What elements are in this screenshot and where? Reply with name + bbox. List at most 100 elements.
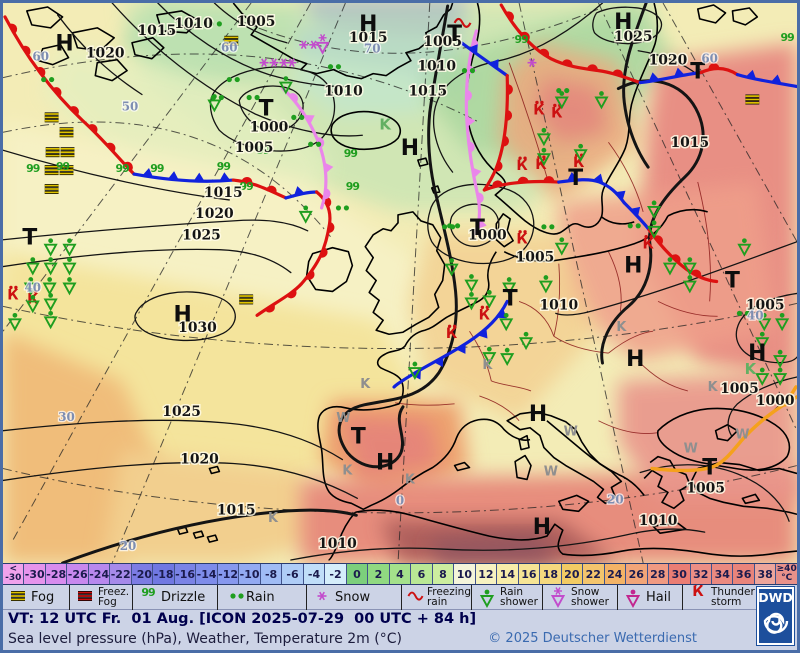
dwd-logo-text: DWD [758, 590, 793, 605]
scale-cell: 36 [733, 564, 755, 584]
svg-text:1020: 1020 [195, 206, 234, 222]
svg-text:1010: 1010 [639, 513, 678, 529]
legend-item-freezing-fog: Freez. Fog [70, 584, 133, 610]
legend-item-snow-shower: Snow shower [543, 584, 618, 610]
svg-text:1015: 1015 [349, 30, 388, 46]
svg-text:T: T [690, 60, 705, 85]
legend-item-drizzle: 99 Drizzle [133, 584, 218, 610]
scale-cell: 20 [561, 564, 584, 584]
weather-map: ККККККККККК99999999999999999999991015101… [3, 3, 797, 563]
svg-text:K: K [360, 377, 371, 392]
svg-text:1005: 1005 [686, 480, 725, 496]
svg-text:1010: 1010 [318, 536, 357, 552]
svg-text:1020: 1020 [86, 46, 125, 62]
chart-description-row: Sea level pressure (hPa), Weather, Tempe… [3, 629, 797, 650]
svg-text:1025: 1025 [162, 404, 201, 420]
svg-text:1015: 1015 [670, 135, 709, 151]
scale-cell: 34 [711, 564, 734, 584]
svg-text:H: H [529, 402, 547, 427]
svg-text:30: 30 [58, 410, 75, 424]
thunderstorm-icon: К [692, 585, 704, 600]
svg-text:H: H [359, 12, 377, 37]
scale-cell: -24 [88, 564, 111, 584]
legend-label: Hail [646, 589, 671, 605]
scale-cell: -12 [217, 564, 240, 584]
svg-text:К: К [479, 307, 491, 323]
svg-text:1015: 1015 [137, 23, 176, 39]
svg-text:99: 99 [26, 162, 40, 175]
svg-text:К: К [516, 232, 528, 248]
svg-text:W: W [564, 425, 578, 440]
svg-text:99: 99 [240, 180, 254, 193]
svg-text:99: 99 [514, 33, 528, 46]
svg-text:1010: 1010 [417, 59, 456, 75]
svg-text:60: 60 [32, 50, 49, 64]
svg-text:99: 99 [141, 586, 155, 599]
svg-text:T: T [568, 166, 583, 191]
snow-shower-icon [550, 587, 566, 608]
svg-text:1025: 1025 [182, 228, 221, 244]
svg-text:1010: 1010 [324, 83, 363, 99]
svg-text:H: H [614, 10, 632, 35]
scale-cell: -20 [131, 564, 154, 584]
scale-cell: 22 [583, 564, 605, 584]
svg-text:H: H [748, 341, 766, 366]
svg-text:60: 60 [221, 41, 238, 55]
scale-cell: -26 [67, 564, 89, 584]
legend-label: Fog [31, 589, 55, 605]
scale-cell: 32 [690, 564, 712, 584]
svg-text:99: 99 [344, 147, 358, 160]
svg-text:К: К [516, 158, 528, 174]
svg-text:К: К [535, 157, 547, 173]
svg-text:K: K [342, 463, 353, 478]
scale-cell: 18 [540, 564, 562, 584]
svg-text:K: K [379, 115, 391, 133]
scale-cell: 24 [604, 564, 627, 584]
svg-text:K: K [616, 320, 627, 335]
temperature-scale: < -30 -30 -28 -26 -24 -22 -20 -18 -16 -14 -12 -10 -8… [3, 563, 797, 585]
weather-map-svg: ККККККККККК99999999999999999999991015101… [3, 3, 797, 563]
scale-cell: 6 [411, 564, 433, 584]
legend-label: Snow shower [571, 585, 609, 608]
map-labels: 1015 1010 1005 1020 1015 1005 1010 1015 1010 1000… [22, 10, 796, 554]
legend-label: Freezing rain [426, 585, 471, 608]
country-borders [394, 62, 718, 434]
svg-text:К: К [551, 105, 563, 121]
svg-text:W: W [336, 411, 350, 426]
snow-icon [317, 591, 327, 601]
freezing-rain-icon [407, 591, 424, 601]
scale-cell: 4 [389, 564, 412, 584]
svg-text:60: 60 [701, 52, 718, 66]
scale-cell: 14 [497, 564, 519, 584]
scale-cell: 16 [518, 564, 541, 584]
svg-text:T: T [447, 22, 462, 47]
scale-cell: -30 [24, 564, 46, 584]
svg-text:W: W [735, 428, 749, 443]
svg-text:1010: 1010 [539, 297, 578, 313]
svg-text:К: К [642, 237, 654, 253]
svg-text:1005: 1005 [237, 14, 276, 30]
fog-icon [11, 590, 25, 601]
svg-text:1015: 1015 [217, 502, 256, 518]
svg-text:20: 20 [120, 539, 137, 553]
legend-item-hail: Hail [618, 584, 683, 610]
svg-text:K: K [708, 380, 719, 395]
scale-cell: 28 [647, 564, 670, 584]
svg-text:1005: 1005 [235, 140, 274, 156]
svg-text:99: 99 [217, 160, 231, 173]
scale-cell: -16 [174, 564, 197, 584]
svg-text:1000: 1000 [250, 119, 289, 135]
legend-label: Thunder storm [711, 585, 755, 608]
svg-text:T: T [725, 268, 740, 293]
svg-text:T: T [22, 226, 37, 251]
svg-text:1005: 1005 [516, 250, 555, 266]
svg-text:T: T [702, 455, 717, 480]
svg-text:K: K [482, 358, 493, 373]
svg-text:H: H [533, 515, 551, 540]
svg-text:K: K [745, 360, 757, 378]
scale-cell: 26 [626, 564, 648, 584]
valid-time-text: VT: 12 UTC Fr. 01 Aug. [ICON 2025-07-29 … [8, 611, 477, 627]
drizzle-icon: 99 [141, 586, 156, 599]
svg-text:H: H [624, 254, 642, 279]
